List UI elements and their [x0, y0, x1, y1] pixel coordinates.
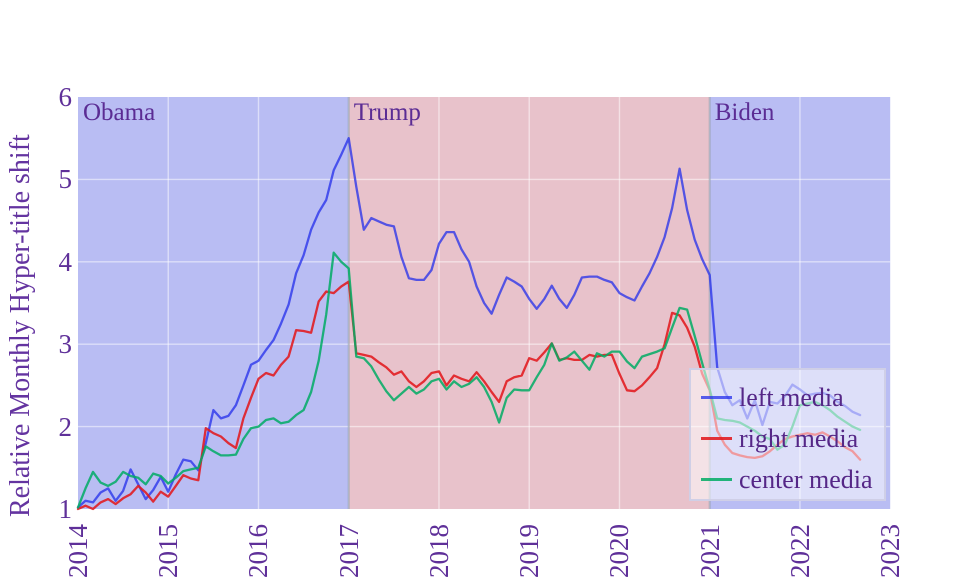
legend-swatch-icon: [701, 437, 732, 440]
x-tick-2015: 2015: [153, 524, 184, 578]
region-label-biden: Biden: [714, 99, 775, 126]
legend-label: right media: [739, 423, 859, 453]
x-tick-2018: 2018: [423, 524, 454, 578]
x-tick-2019: 2019: [514, 524, 545, 578]
x-tick-2014: 2014: [63, 524, 93, 578]
legend-swatch-icon: [701, 478, 732, 481]
legend-label: center media: [739, 464, 873, 494]
legend-label: left media: [739, 382, 844, 412]
legend-item-right-media: right media: [701, 418, 884, 459]
x-tick-2020: 2020: [604, 524, 635, 578]
y-tick-1: 1: [58, 494, 73, 524]
legend-item-left-media: left media: [701, 377, 884, 418]
y-tick-3: 3: [58, 329, 73, 360]
y-tick-6: 6: [58, 82, 73, 112]
x-tick-2023: 2023: [875, 524, 906, 578]
y-tick-5: 5: [58, 164, 73, 195]
x-tick-2016: 2016: [243, 524, 274, 578]
x-tick-2022: 2022: [784, 524, 815, 578]
y-tick-2: 2: [58, 411, 73, 442]
region-label-trump: Trump: [353, 99, 421, 126]
y-tick-4: 4: [58, 246, 73, 277]
x-tick-2021: 2021: [694, 524, 725, 578]
legend-item-center-media: center media: [701, 459, 884, 500]
presidency-region-obama: [78, 97, 349, 509]
x-tick-2017: 2017: [333, 524, 364, 578]
legend-swatch-icon: [701, 396, 732, 399]
region-label-obama: Obama: [83, 99, 156, 126]
legend: left media right media center media: [689, 368, 886, 501]
